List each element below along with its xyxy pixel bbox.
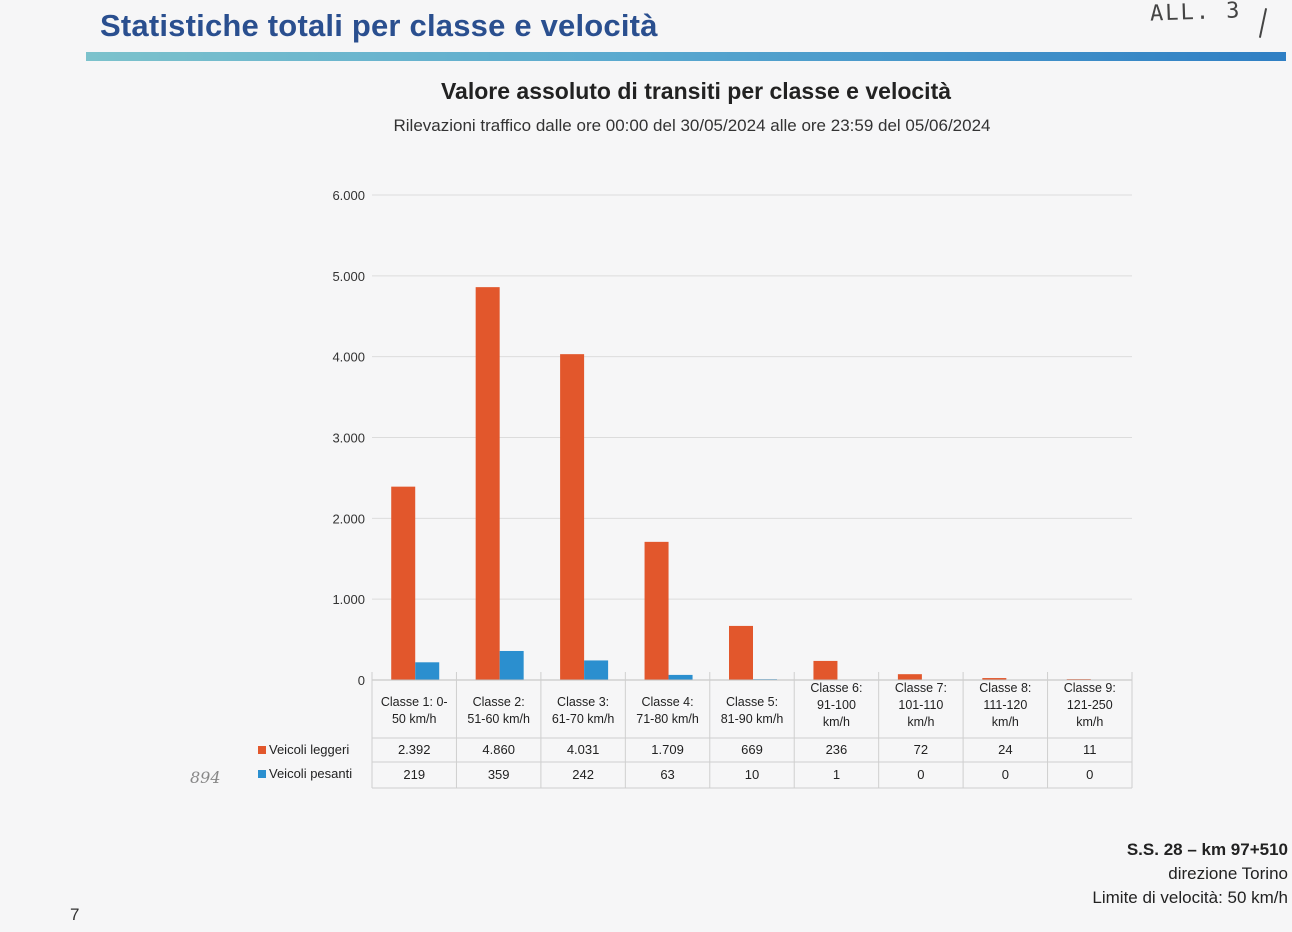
- category-label: 121-250: [1067, 698, 1113, 712]
- category-label: km/h: [907, 715, 934, 729]
- footer-location: S.S. 28 – km 97+510: [1126, 840, 1288, 859]
- margin-note: 894: [190, 768, 221, 787]
- legend-label: Veicoli leggeri: [269, 742, 349, 757]
- category-label: 101-110: [898, 698, 943, 712]
- category-label: Classe 7:: [895, 681, 947, 695]
- data-label: 4.860: [482, 742, 515, 757]
- category-label: 81-90 km/h: [721, 712, 784, 726]
- data-label: 0: [1002, 767, 1009, 782]
- data-label: 0: [917, 767, 924, 782]
- chart-subtitle: Rilevazioni traffico dalle ore 00:00 del…: [393, 116, 991, 135]
- data-label: 10: [745, 767, 759, 782]
- legend-key-veicoli-leggeri: [258, 746, 266, 754]
- bar-veicoli-leggeri: [982, 678, 1007, 680]
- category-label: Classe 6:: [810, 681, 862, 695]
- bar-veicoli-pesanti: [668, 674, 693, 680]
- data-label: 1: [833, 767, 840, 782]
- bar-veicoli-pesanti: [584, 660, 609, 680]
- category-label: km/h: [992, 715, 1019, 729]
- category-label: km/h: [823, 715, 850, 729]
- bar-veicoli-pesanti: [415, 662, 440, 680]
- bar-veicoli-leggeri: [475, 287, 500, 680]
- category-label: Classe 3:: [557, 695, 609, 709]
- data-label: 63: [660, 767, 674, 782]
- bar-veicoli-leggeri: [813, 660, 838, 680]
- bar-veicoli-leggeri: [897, 674, 922, 680]
- data-label: 1.709: [651, 742, 684, 757]
- category-label: Classe 4:: [642, 695, 694, 709]
- category-label: 91-100: [817, 698, 856, 712]
- footer-info: S.S. 28 – km 97+510 direzione Torino Lim…: [1092, 838, 1288, 910]
- chart-title: Valore assoluto di transiti per classe e…: [440, 78, 952, 104]
- data-label: 11: [1083, 742, 1097, 757]
- data-label: 2.392: [398, 742, 431, 757]
- category-label: Classe 2:: [473, 695, 525, 709]
- data-label: 359: [488, 767, 510, 782]
- bar-veicoli-leggeri: [729, 625, 753, 680]
- page-number: 7: [70, 905, 80, 924]
- data-label: 4.031: [567, 742, 600, 757]
- category-label: 61-70 km/h: [552, 712, 615, 726]
- category-label: Classe 5:: [726, 695, 778, 709]
- bar-veicoli-leggeri: [644, 541, 669, 680]
- bar-veicoli-pesanti: [499, 650, 524, 680]
- category-label: km/h: [1076, 715, 1103, 729]
- category-label: Classe 8:: [979, 681, 1031, 695]
- y-tick-label: 1.000: [332, 592, 365, 607]
- data-label: 242: [572, 767, 594, 782]
- bar-veicoli-leggeri: [391, 486, 416, 680]
- data-label: 236: [826, 742, 848, 757]
- data-label: 72: [914, 742, 928, 757]
- legend-label: Veicoli pesanti: [269, 766, 352, 781]
- category-label: 50 km/h: [392, 712, 437, 726]
- footer-direction: direzione Torino: [1168, 864, 1288, 883]
- bar-veicoli-leggeri: [560, 354, 585, 680]
- y-tick-label: 6.000: [332, 188, 365, 203]
- y-tick-label: 4.000: [332, 350, 365, 365]
- y-tick-label: 2.000: [332, 511, 365, 526]
- footer-speed-limit: Limite di velocità: 50 km/h: [1092, 888, 1288, 907]
- category-label: Classe 1: 0-: [381, 695, 448, 709]
- data-label: 0: [1086, 767, 1093, 782]
- y-tick-label: 0: [358, 673, 365, 688]
- legend-key-veicoli-pesanti: [258, 770, 266, 778]
- category-label: Classe 9:: [1064, 681, 1116, 695]
- data-label: 669: [741, 742, 763, 757]
- y-tick-label: 3.000: [332, 431, 365, 446]
- data-label: 24: [998, 742, 1012, 757]
- data-label: 219: [403, 767, 425, 782]
- category-label: 71-80 km/h: [636, 712, 699, 726]
- page-title: Statistiche totali per classe e velocità: [100, 8, 658, 43]
- y-tick-label: 5.000: [332, 269, 365, 284]
- category-label: 51-60 km/h: [467, 712, 530, 726]
- category-label: 111-120: [983, 698, 1027, 712]
- title-divider: [86, 52, 1286, 61]
